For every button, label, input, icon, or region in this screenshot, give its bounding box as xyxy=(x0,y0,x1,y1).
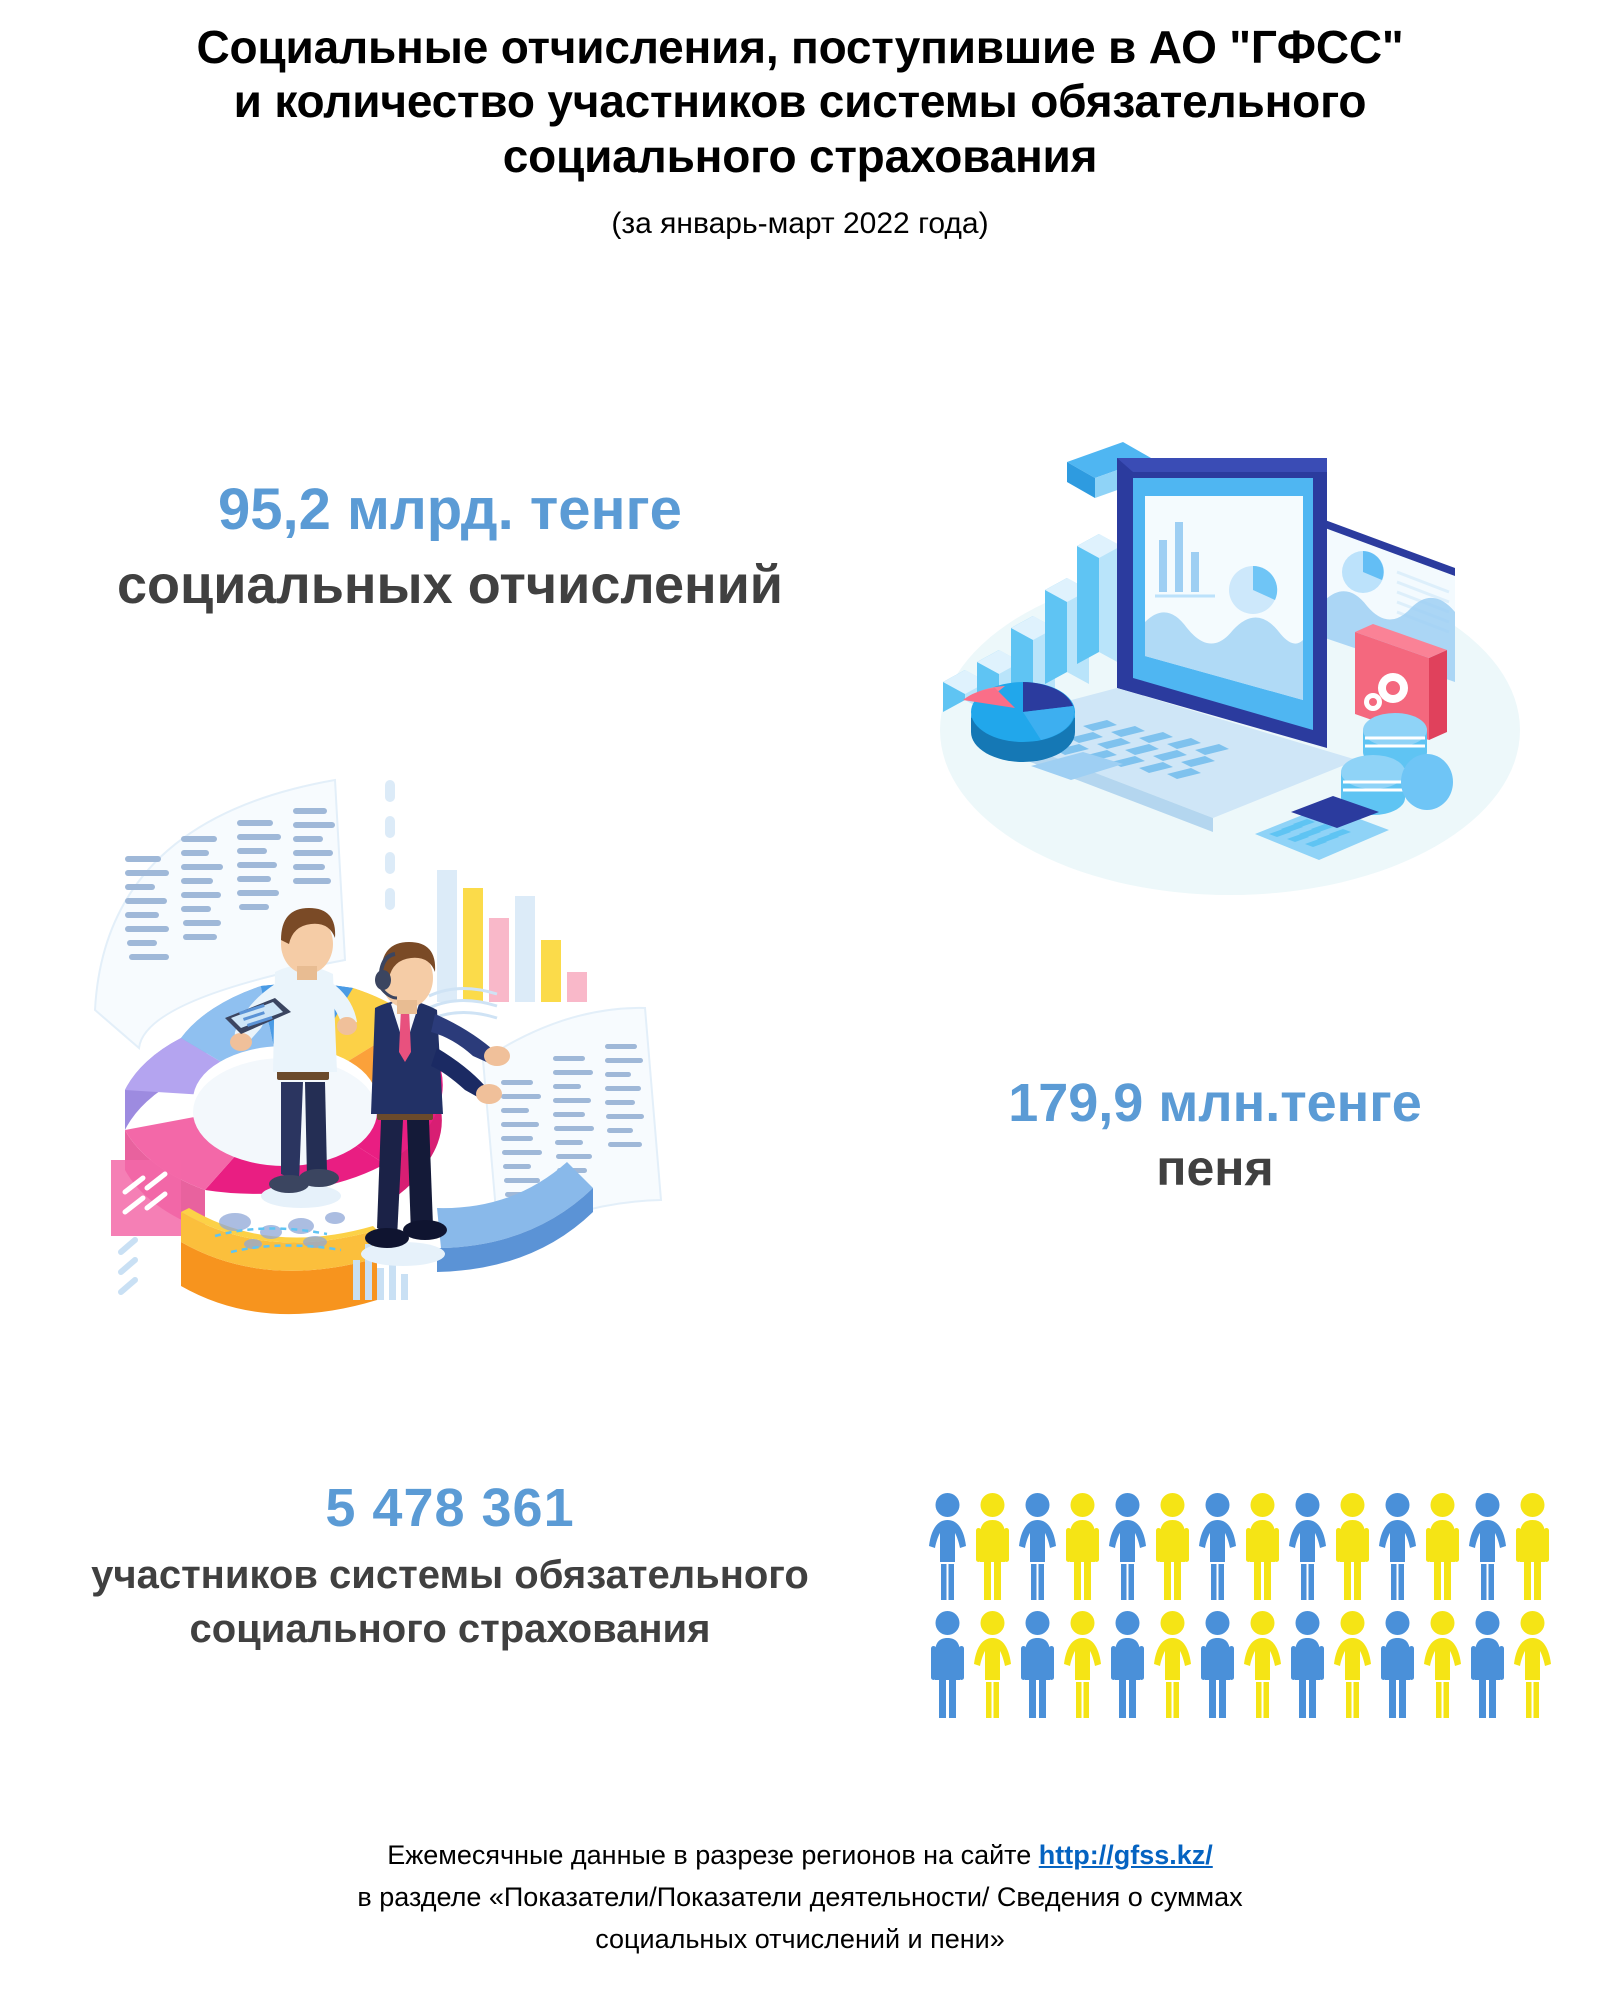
title-line-3: социального страхования xyxy=(502,129,1098,182)
gear-card-icon xyxy=(1355,624,1447,740)
stat-penalty-value: 179,9 млн.тенге xyxy=(1008,1073,1422,1133)
businessman-tablet xyxy=(225,908,357,1208)
figure-female-yellow xyxy=(1334,1611,1371,1718)
figure-male-blue xyxy=(1111,1611,1144,1718)
footer-line-1: Ежемесячные данные в разрезе регионов на… xyxy=(0,1835,1600,1877)
figure-male-blue xyxy=(1381,1611,1414,1718)
laptop-analytics-illustration xyxy=(855,382,1585,900)
businessman-suit xyxy=(361,942,510,1266)
world-map-block xyxy=(181,1208,377,1315)
pie-chart-icon xyxy=(963,682,1075,762)
figure-male-blue xyxy=(1201,1611,1234,1718)
data-panel-right xyxy=(481,1006,663,1248)
figure-male-yellow xyxy=(1156,1493,1189,1600)
title-period: (за январь-март 2022 года) xyxy=(611,206,989,240)
footer-prefix: Ежемесячные данные в разрезе регионов на… xyxy=(387,1840,1039,1870)
people-row-2 xyxy=(925,1608,1565,1720)
gfss-website-link[interactable]: http://gfss.kz/ xyxy=(1038,1840,1213,1870)
figure-female-yellow xyxy=(974,1611,1011,1718)
coin-stack-icon xyxy=(1341,713,1453,815)
stat-participants-value: 5 478 361 xyxy=(325,1478,575,1538)
figure-female-blue xyxy=(1199,1493,1236,1600)
footer: Ежемесячные данные в разрезе регионов на… xyxy=(0,1835,1600,1961)
footer-line-2: в разделе «Показатели/Показатели деятель… xyxy=(357,1881,1243,1912)
figure-male-yellow xyxy=(1516,1493,1549,1600)
figure-female-yellow xyxy=(1064,1611,1101,1718)
laptop-icon xyxy=(973,458,1357,832)
footer-line-3: социальных отчислений и пени» xyxy=(595,1923,1005,1954)
figure-male-yellow xyxy=(976,1493,1009,1600)
people-pictogram xyxy=(925,1490,1565,1720)
figure-female-yellow xyxy=(1424,1611,1461,1718)
figure-female-blue xyxy=(1019,1493,1056,1600)
stat-participants-label-line-2: социального страхования xyxy=(189,1606,711,1651)
stat-social-contributions: 95,2 млрд. тенге социальных отчислений xyxy=(0,477,900,615)
stat-participants: 5 478 361 участников системы обязательно… xyxy=(0,1480,900,1655)
figure-male-yellow xyxy=(1336,1493,1369,1600)
figure-female-blue xyxy=(1469,1493,1506,1600)
stat-penalty: 179,9 млн.тенге пеня xyxy=(830,1075,1600,1196)
title-line-1: Социальные отчисления, поступившие в АО … xyxy=(196,21,1404,73)
figure-male-yellow xyxy=(1426,1493,1459,1600)
figure-female-blue xyxy=(1379,1493,1416,1600)
team-analytics-illustration xyxy=(85,760,725,1380)
stat-social-label: социальных отчислений xyxy=(116,554,783,615)
figure-male-yellow xyxy=(1066,1493,1099,1600)
figure-female-blue xyxy=(1109,1493,1146,1600)
people-row-1 xyxy=(925,1490,1565,1602)
figure-male-yellow xyxy=(1246,1493,1279,1600)
pink-block xyxy=(111,1160,181,1295)
tablet-icon xyxy=(225,998,291,1034)
dashed-accent xyxy=(385,780,395,910)
stat-participants-label-line-1: участников системы обязательного xyxy=(91,1552,809,1597)
figure-female-yellow xyxy=(1154,1611,1191,1718)
bar-chart-right xyxy=(428,870,587,1022)
figure-female-yellow xyxy=(1244,1611,1281,1718)
stat-penalty-label: пеня xyxy=(1156,1139,1274,1196)
figure-male-blue xyxy=(1471,1611,1504,1718)
figure-male-blue xyxy=(931,1611,964,1718)
figure-female-yellow xyxy=(1514,1611,1551,1718)
title-line-2: и количество участников системы обязател… xyxy=(233,75,1367,128)
figure-male-blue xyxy=(1021,1611,1054,1718)
page-title: Социальные отчисления, поступившие в АО … xyxy=(0,20,1600,241)
figure-female-blue xyxy=(1289,1493,1326,1600)
figure-male-blue xyxy=(1291,1611,1324,1718)
calculator-icon xyxy=(1255,796,1389,860)
mini-bars xyxy=(353,1244,408,1300)
stat-social-value: 95,2 млрд. тенге xyxy=(218,477,682,542)
data-panel-left xyxy=(93,778,347,1050)
blue-arc-segment xyxy=(437,1162,593,1272)
figure-female-blue xyxy=(929,1493,966,1600)
bar-chart-icon xyxy=(943,534,1121,712)
